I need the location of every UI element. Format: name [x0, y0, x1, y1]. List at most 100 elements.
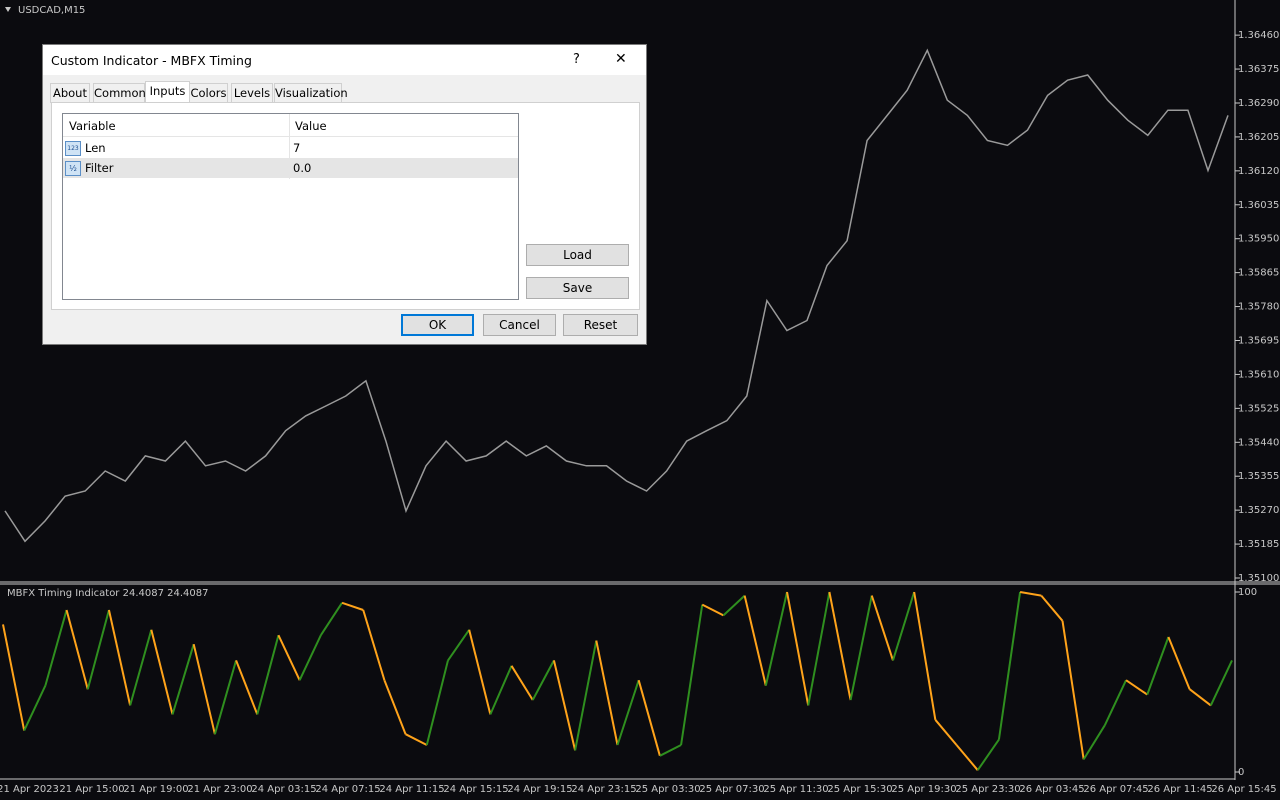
- indicator-segment: [256, 634, 280, 715]
- indicator-segment: [870, 595, 894, 661]
- table-row[interactable]: [63, 138, 518, 158]
- tab-panel: Variable Value 123 Len 7 ½ Filter 0.0 Lo…: [51, 102, 640, 310]
- dialog: Custom Indicator - MBFX Timing ? ✕ About…: [42, 44, 647, 345]
- x-tick-label: 25 Apr 03:30: [635, 784, 700, 795]
- indicator-title: MBFX Timing Indicator 24.4087 24.4087: [7, 588, 208, 599]
- indicator-segment: [1209, 659, 1233, 706]
- tab[interactable]: Common: [93, 83, 146, 103]
- table-row-selected[interactable]: [63, 158, 518, 178]
- indicator-segment: [976, 739, 1000, 771]
- tab[interactable]: About: [50, 83, 90, 103]
- y-tick-label: 1.35610: [1238, 369, 1279, 380]
- indicator-segment: [1019, 591, 1042, 597]
- price-line: [4, 48, 1229, 543]
- x-tick-label: 25 Apr 23:30: [955, 784, 1020, 795]
- indicator-segment: [1125, 679, 1148, 696]
- y-tick-label: 1.35525: [1238, 403, 1279, 414]
- variable-cell: Len: [85, 141, 106, 155]
- x-tick-label: 24 Apr 23:15: [571, 784, 636, 795]
- value-cell[interactable]: 7: [293, 141, 301, 155]
- indicator-segment: [171, 643, 195, 715]
- close-button[interactable]: ✕: [615, 51, 627, 67]
- tab-active[interactable]: Inputs: [145, 81, 190, 104]
- ok-button[interactable]: OK: [401, 314, 474, 336]
- indicator-segment: [298, 634, 322, 681]
- indicator-segment: [616, 679, 640, 746]
- indicator-segment: [86, 609, 110, 690]
- indicator-segment: [743, 595, 767, 686]
- y-tick-label: 100: [1238, 587, 1257, 598]
- tab[interactable]: Visualization: [274, 83, 348, 103]
- indicator-segment: [764, 591, 788, 686]
- indicator-segment: [44, 609, 68, 686]
- indicator-segment: [447, 629, 470, 661]
- indicator-segment: [574, 640, 598, 751]
- inputs-table: Variable Value 123 Len 7 ½ Filter 0.0: [62, 113, 519, 300]
- indicator-segment: [955, 744, 979, 771]
- indicator-segment: [701, 603, 724, 617]
- indicator-segment: [1146, 636, 1170, 695]
- y-tick-label: 1.35355: [1238, 471, 1279, 482]
- table-header: [63, 114, 518, 137]
- indicator-segment: [828, 591, 852, 701]
- int-icon: 123: [65, 141, 81, 156]
- header-cell: Variable: [69, 119, 116, 133]
- y-tick-label: 1.35950: [1238, 234, 1279, 245]
- x-tick-label: 25 Apr 15:30: [827, 784, 892, 795]
- indicator-segment: [489, 665, 513, 715]
- indicator-segment: [849, 595, 873, 701]
- indicator-segment: [892, 591, 916, 661]
- indicator-segment: [510, 665, 534, 701]
- indicator-segment: [807, 591, 831, 706]
- y-tick-label: 1.35270: [1238, 505, 1279, 516]
- y-tick-label: 1.35695: [1238, 335, 1279, 346]
- cancel-button[interactable]: Cancel: [483, 314, 556, 336]
- tab[interactable]: Levels: [231, 83, 273, 103]
- x-tick-label: 26 Apr 11:45: [1147, 784, 1212, 795]
- indicator-segment: [997, 591, 1022, 740]
- reset-button[interactable]: Reset: [563, 314, 638, 336]
- x-tick-label: 25 Apr 19:30: [891, 784, 956, 795]
- x-tick-label: 24 Apr 15:15: [443, 784, 508, 795]
- save-button[interactable]: Save: [526, 277, 629, 299]
- indicator-segment: [913, 591, 937, 720]
- indicator-segment: [1103, 679, 1127, 726]
- x-tick-label: 21 Apr 15:00: [59, 784, 124, 795]
- indicator-segment: [1189, 688, 1212, 707]
- symbol-title: USDCAD,M15: [18, 5, 85, 16]
- indicator-segment: [637, 679, 661, 757]
- y-tick-label: 1.36460: [1238, 30, 1279, 41]
- y-tick-label: 0: [1238, 767, 1244, 778]
- title-bar: Custom Indicator - MBFX Timing ? ✕: [43, 45, 646, 75]
- value-cell[interactable]: 0.0: [293, 161, 312, 175]
- indicator-segment: [150, 629, 174, 715]
- header-cell: Value: [295, 119, 327, 133]
- indicator-segment: [531, 659, 555, 701]
- y-tick-label: 1.36035: [1238, 200, 1279, 211]
- indicator-segment: [277, 634, 301, 681]
- x-tick-label: 24 Apr 11:15: [379, 784, 444, 795]
- load-button[interactable]: Load: [526, 244, 629, 266]
- indicator-segment: [362, 609, 386, 681]
- y-tick-label: 1.35780: [1238, 302, 1279, 313]
- indicator-segment: [1167, 636, 1191, 690]
- indicator-segment: [722, 594, 746, 617]
- symbol-menu-arrow[interactable]: [5, 7, 11, 12]
- y-tick-label: 1.35185: [1238, 539, 1279, 550]
- column-divider: [289, 114, 290, 179]
- x-tick-label: 24 Apr 19:15: [507, 784, 572, 795]
- indicator-segment: [383, 679, 407, 735]
- indicator-segment: [23, 685, 47, 732]
- indicator-segment: [192, 643, 216, 735]
- indicator-segment: [65, 609, 89, 690]
- indicator-segment: [320, 602, 343, 636]
- tab[interactable]: Colors: [189, 83, 228, 103]
- indicator-segment: [1061, 620, 1085, 760]
- y-tick-label: 1.35100: [1238, 573, 1279, 584]
- help-button[interactable]: ?: [573, 52, 580, 67]
- indicator-segment: [107, 609, 132, 706]
- indicator-segment: [468, 629, 492, 715]
- double-icon: ½: [65, 161, 81, 176]
- indicator-segment: [1082, 724, 1106, 760]
